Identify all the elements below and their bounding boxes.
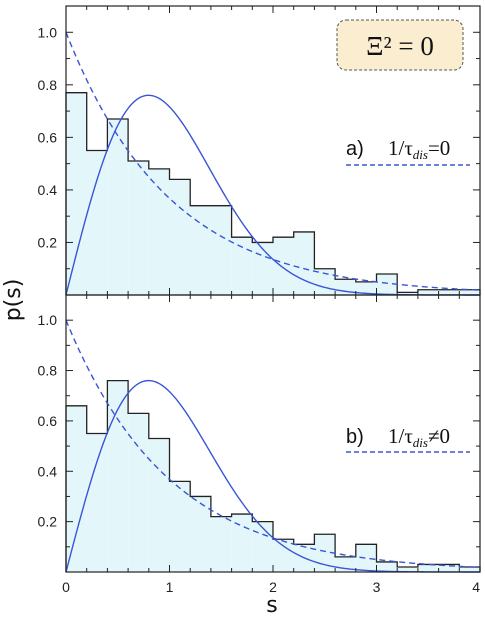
histogram-bar [417,289,439,295]
histogram-bar [190,205,211,295]
histogram-bar [397,292,418,295]
y-tick-label: 0.8 [38,77,58,93]
histogram-bar [438,564,460,572]
histogram-bar [107,118,129,296]
histogram-bar [252,521,273,572]
panel-b: 1.0 0.8 0.6 0.4 0.2 0 1 2 3 4 b) 1/τdis≠0 [38,294,481,595]
x-tick-labels-b: 0 1 2 3 4 [62,579,480,595]
histogram-bar [273,539,294,572]
histogram-bar [107,380,129,572]
histogram-bar [355,281,377,295]
histogram-bar [66,92,87,295]
histogram-bar [210,205,232,295]
badge-box [336,19,464,71]
histogram-bar [355,544,377,572]
histogram-a [65,92,481,296]
badge-label: Ξ² = 0 [366,31,434,61]
histogram-bar [86,150,108,295]
y-tick-label: 0.4 [38,463,58,479]
y-axis-title: p(s) [1,279,26,322]
histogram-bar [293,231,315,295]
histogram-bar [459,566,480,572]
exponential-curve-a [65,32,481,291]
histogram-bar [169,179,191,295]
histogram-bar [148,168,170,295]
histogram-bar [376,561,398,572]
histogram-outline [65,92,481,295]
y-tick-label: 1.0 [38,312,58,328]
x-tick-label: 2 [269,579,277,595]
x-tick-label: 4 [472,579,480,595]
y-tick-labels-a: 1.0 0.8 0.6 0.4 0.2 [38,24,58,250]
histogram-bar [66,405,87,572]
y-tick-label: 1.0 [38,24,58,40]
panel-a-label: 1/τdis=0 [388,136,450,162]
histogram-bar [438,289,460,295]
y-tick-label: 0.4 [38,182,58,198]
tick-marks-a [66,5,480,295]
histogram-bar [148,438,170,572]
x-axis-title: s [266,593,277,618]
panel-a: 1.0 0.8 0.6 0.4 0.2 Ξ² = 0 a) 1/τdis=0 [38,5,481,296]
legend-b: b) 1/τdis≠0 [346,424,470,453]
tick-marks-b [66,294,480,572]
x-tick-label: 3 [373,579,381,595]
legend-a: a) 1/τdis=0 [346,136,470,166]
histogram-bar [252,242,273,295]
histogram-bar [128,161,149,295]
panel-a-prefix: a) [346,138,364,160]
histogram-b [65,379,481,572]
histogram-bar [86,433,108,572]
histogram-bar [397,566,418,572]
y-tick-label: 0.8 [38,363,58,379]
histogram-bar [314,268,336,295]
panel-b-prefix: b) [346,426,364,448]
y-tick-label: 0.6 [38,413,58,429]
y-tick-labels-b: 1.0 0.8 0.6 0.4 0.2 [38,312,58,529]
y-tick-label: 0.2 [38,234,58,250]
histogram-outline [65,379,481,572]
histogram-bar [459,289,480,295]
x-tick-label: 1 [166,579,174,595]
histogram-bar [210,516,232,572]
histogram-bar [169,481,191,572]
y-tick-label: 0.2 [38,514,58,530]
x-tick-label: 0 [62,579,70,595]
histogram-bar [417,564,439,572]
histogram-bar [376,273,398,295]
y-tick-label: 0.6 [38,129,58,145]
badge: Ξ² = 0 [336,19,464,71]
panel-b-label: 1/τdis≠0 [388,424,450,450]
histogram-bar [273,237,294,295]
histogram-bar [231,237,253,295]
histogram-bar [314,534,336,572]
histogram-bar [190,496,211,572]
